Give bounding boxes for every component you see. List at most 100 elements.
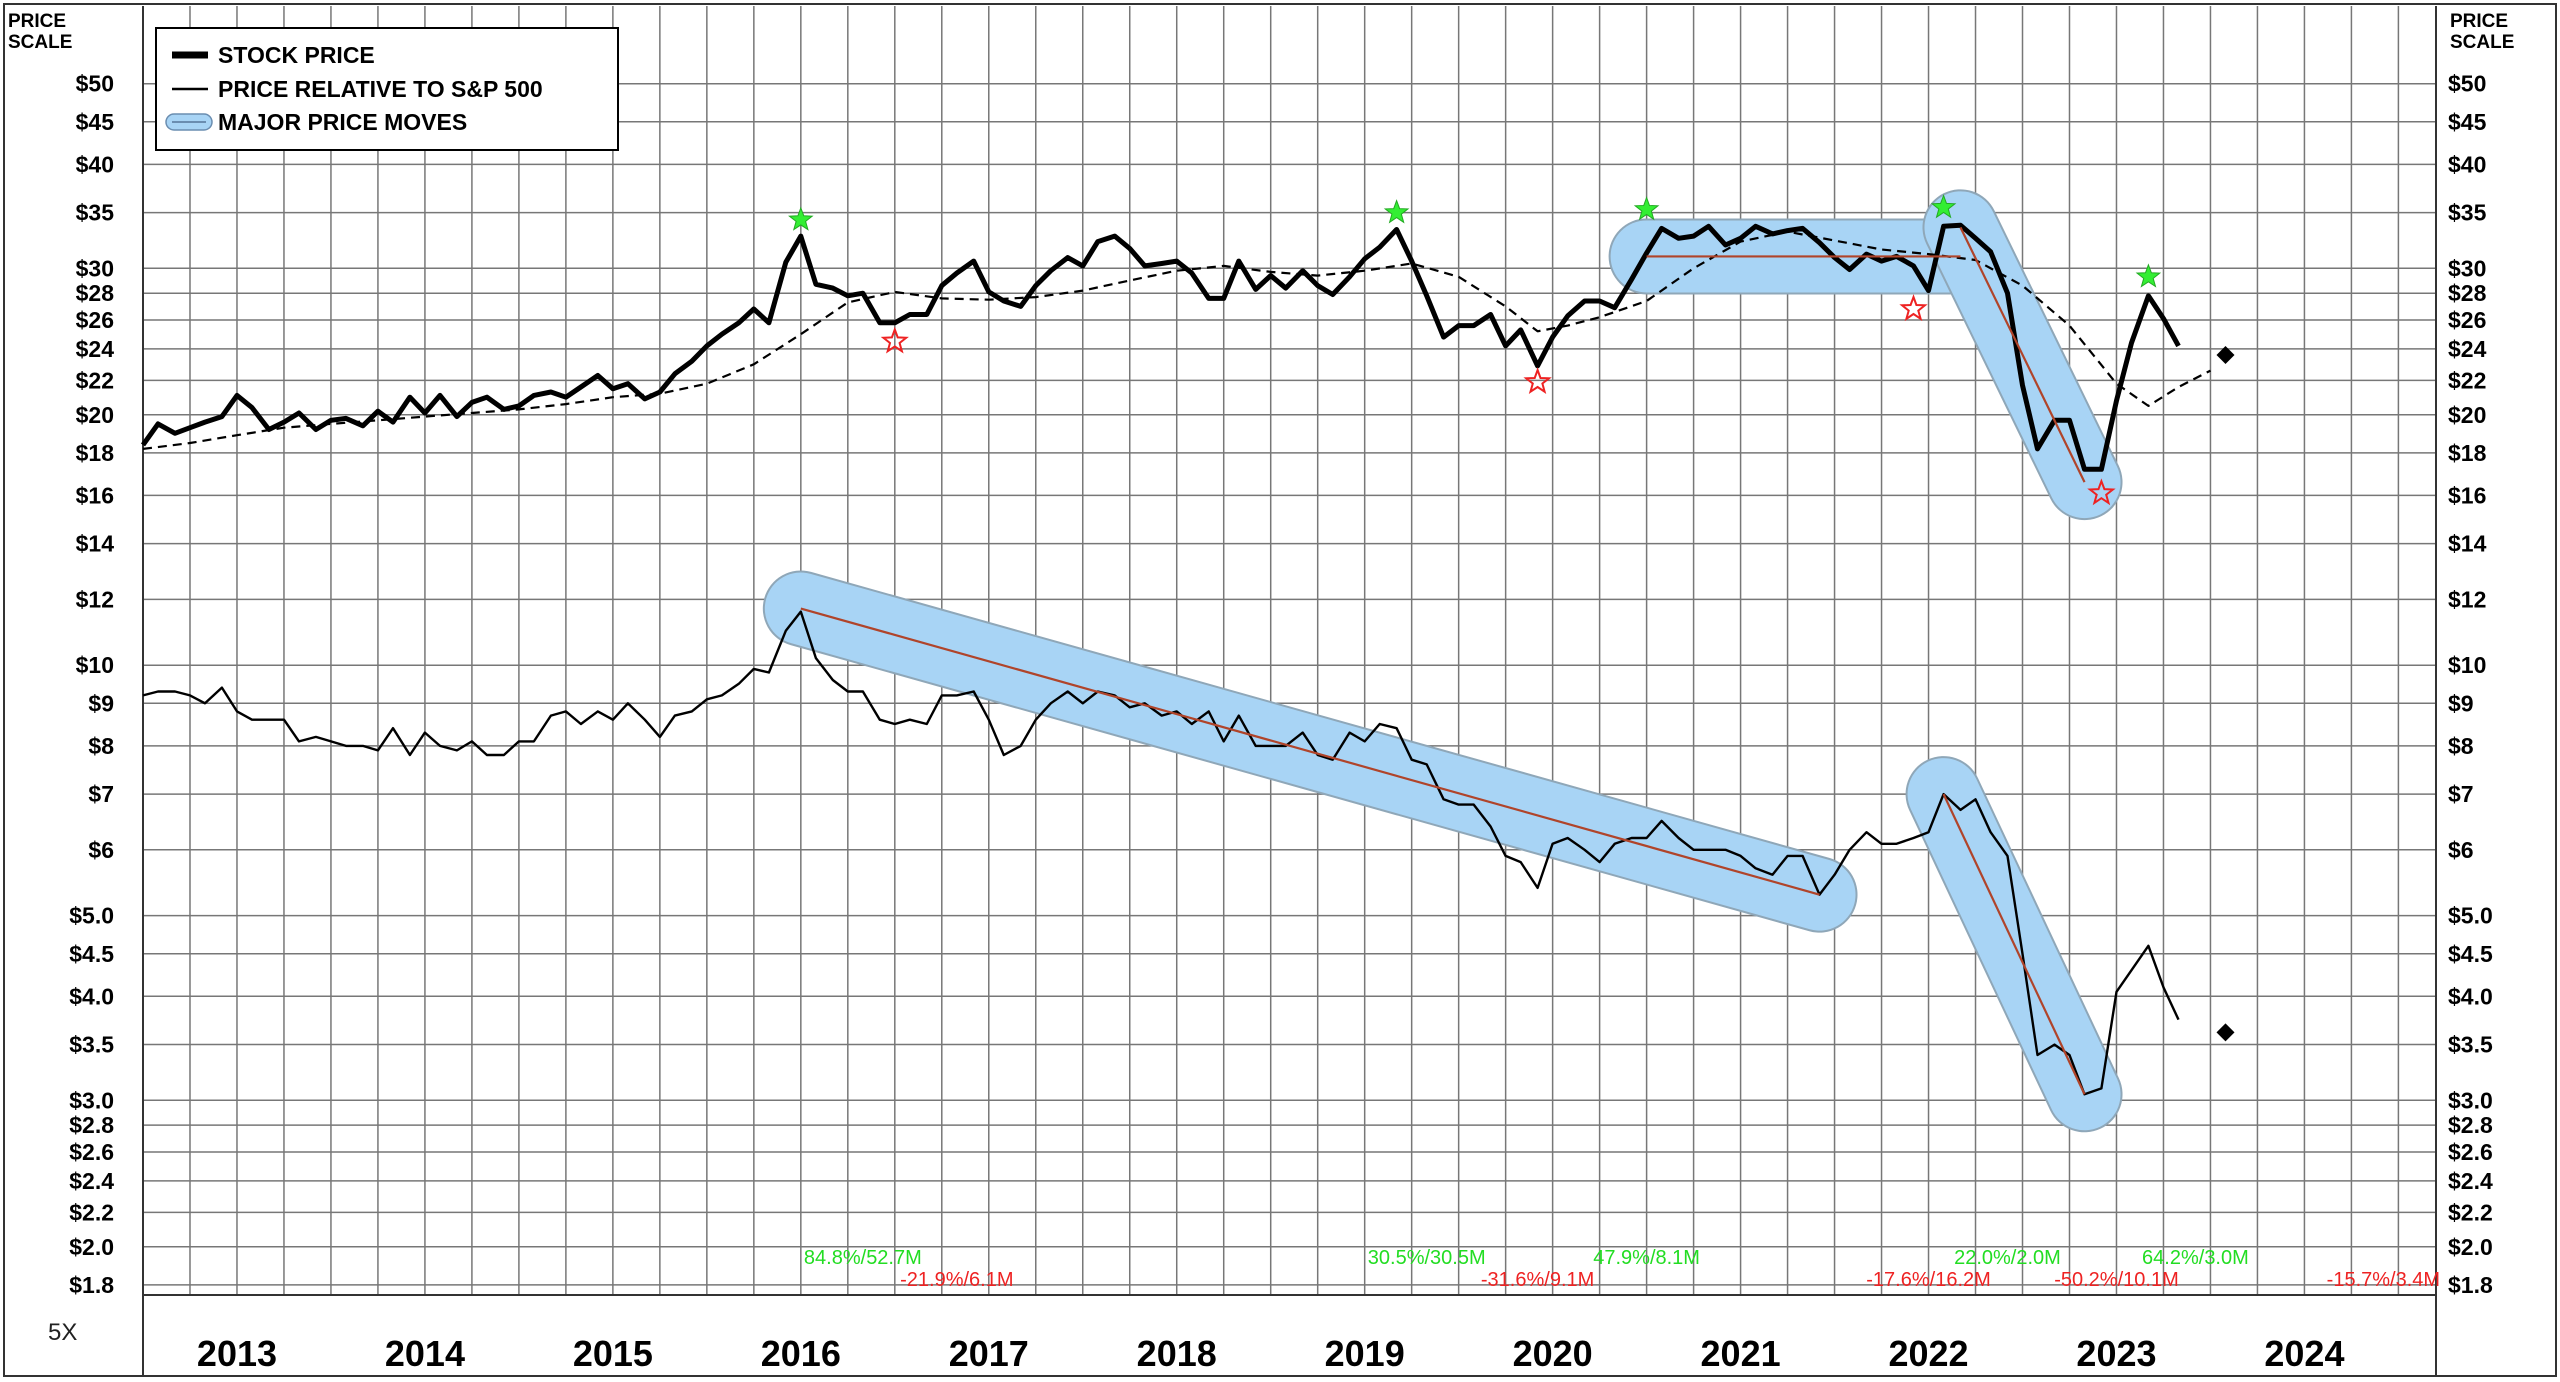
price-tick-label-left: $5.0 bbox=[69, 903, 114, 929]
left-scale-title-line2: SCALE bbox=[8, 32, 72, 53]
price-tick-label-right: $6 bbox=[2448, 837, 2474, 863]
price-tick-label-left: $2.6 bbox=[69, 1139, 114, 1165]
annotation-red: -50.2%/10.1M bbox=[2054, 1269, 2179, 1291]
price-tick-label-right: $35 bbox=[2448, 200, 2487, 226]
price-tick-label-left: $45 bbox=[76, 109, 115, 135]
price-tick-label-right: $12 bbox=[2448, 586, 2486, 612]
series-line-1 bbox=[142, 230, 2212, 450]
legend-relative-label: PRICE RELATIVE TO S&P 500 bbox=[218, 76, 543, 102]
price-tick-label-right: $2.0 bbox=[2448, 1234, 2493, 1260]
price-tick-label-left: $2.4 bbox=[69, 1168, 114, 1194]
last-value-marker bbox=[2216, 345, 2235, 364]
price-tick-label-left: $1.8 bbox=[69, 1272, 114, 1298]
price-tick-label-left: $16 bbox=[76, 482, 114, 508]
major-move-trend-line bbox=[800, 607, 1820, 896]
price-tick-label-left: $20 bbox=[76, 402, 114, 428]
price-tick-label-left: $40 bbox=[76, 151, 114, 177]
annotation-green: 47.9%/8.1M bbox=[1593, 1247, 1700, 1269]
legend-moves-label: MAJOR PRICE MOVES bbox=[218, 109, 467, 135]
move-annotations: 84.8%/52.7M 30.5%/30.5M 47.9%/8.1M 22.0%/2.… bbox=[804, 1247, 2440, 1291]
price-tick-label-right: $5.0 bbox=[2448, 903, 2493, 929]
annotation-red: -31.6%/9.1M bbox=[1481, 1269, 1594, 1291]
year-label: 2014 bbox=[385, 1333, 465, 1374]
price-tick-label-right: $16 bbox=[2448, 482, 2486, 508]
series-line-2 bbox=[142, 610, 2180, 1096]
price-tick-label-right: $30 bbox=[2448, 255, 2486, 281]
annotation-green: 64.2%/3.0M bbox=[2142, 1247, 2249, 1269]
year-label: 2015 bbox=[573, 1333, 653, 1374]
price-tick-label-left: $26 bbox=[76, 307, 114, 333]
zoom-label[interactable]: 5X bbox=[48, 1319, 77, 1346]
price-tick-label-right: $18 bbox=[2448, 440, 2487, 466]
price-tick-label-left: $50 bbox=[76, 71, 114, 97]
price-tick-label-left: $3.0 bbox=[69, 1087, 114, 1113]
green-star-icon bbox=[1633, 196, 1660, 221]
series-line-0 bbox=[140, 222, 2181, 472]
annotation-green: 22.0%/2.0M bbox=[1954, 1247, 2061, 1269]
price-tick-label-right: $14 bbox=[2448, 531, 2487, 557]
last-value-marker bbox=[2216, 1023, 2235, 1042]
price-tick-label-left: $3.5 bbox=[69, 1032, 114, 1058]
right-scale-title-line2: SCALE bbox=[2450, 32, 2514, 53]
annotation-red: -15.7%/3.4M bbox=[2327, 1269, 2440, 1291]
major-move-trend-line bbox=[1942, 793, 2086, 1095]
peak-trough-stars bbox=[788, 194, 2162, 506]
annotation-red: -17.6%/16.2M bbox=[1866, 1269, 1991, 1291]
year-label: 2021 bbox=[1701, 1333, 1781, 1374]
grid bbox=[3, 3, 2557, 1377]
price-tick-label-right: $28 bbox=[2448, 280, 2487, 306]
price-tick-label-right: $4.0 bbox=[2448, 983, 2493, 1009]
price-tick-label-left: $6 bbox=[88, 837, 114, 863]
price-tick-label-right: $10 bbox=[2448, 652, 2486, 678]
price-axes: PRICE SCALE PRICE SCALE $50 $50 $45 $45 $40 $… bbox=[8, 11, 2514, 1298]
green-star-icon bbox=[1930, 194, 1957, 219]
price-tick-label-right: $26 bbox=[2448, 307, 2486, 333]
series-lines bbox=[140, 222, 2235, 1096]
price-tick-label-left: $12 bbox=[76, 586, 114, 612]
price-tick-label-left: $8 bbox=[88, 733, 114, 759]
outer-frame bbox=[3, 3, 2557, 1377]
price-tick-label-right: $3.0 bbox=[2448, 1087, 2493, 1113]
price-tick-label-right: $40 bbox=[2448, 151, 2486, 177]
price-tick-label-right: $8 bbox=[2448, 733, 2474, 759]
price-tick-label-right: $2.6 bbox=[2448, 1139, 2493, 1165]
green-star-icon bbox=[1383, 199, 1410, 224]
year-axis: 2013 2014 2015 2016 2017 2018 2019 2020 2021 2022… bbox=[197, 1333, 2345, 1374]
price-tick-label-right: $24 bbox=[2448, 336, 2487, 362]
price-tick-label-left: $28 bbox=[76, 280, 115, 306]
price-tick-label-right: $1.8 bbox=[2448, 1272, 2493, 1298]
price-tick-label-right: $3.5 bbox=[2448, 1032, 2493, 1058]
red-star-icon bbox=[880, 326, 909, 354]
price-tick-label-left: $9 bbox=[88, 690, 114, 716]
left-scale-title-line1: PRICE bbox=[8, 11, 66, 32]
red-star-icon bbox=[1523, 367, 1552, 395]
price-tick-label-right: $7 bbox=[2448, 781, 2474, 807]
year-label: 2013 bbox=[197, 1333, 277, 1374]
year-label: 2016 bbox=[761, 1333, 841, 1374]
price-tick-label-right: $2.4 bbox=[2448, 1168, 2493, 1194]
price-tick-label-right: $22 bbox=[2448, 367, 2486, 393]
year-label: 2022 bbox=[1888, 1333, 1968, 1374]
price-tick-label-right: $9 bbox=[2448, 690, 2474, 716]
green-star-icon bbox=[788, 206, 814, 231]
price-tick-label-left: $18 bbox=[76, 440, 115, 466]
red-star-icon bbox=[2087, 478, 2116, 506]
annotation-green: 30.5%/30.5M bbox=[1368, 1247, 1486, 1269]
annotation-red: -21.9%/6.1M bbox=[900, 1269, 1013, 1291]
price-tick-label-left: $35 bbox=[76, 200, 115, 226]
annotation-green: 84.8%/52.7M bbox=[804, 1247, 922, 1269]
year-label: 2017 bbox=[949, 1333, 1029, 1374]
price-tick-label-left: $24 bbox=[76, 336, 115, 362]
legend-stock-label: STOCK PRICE bbox=[218, 42, 375, 68]
price-tick-label-left: $22 bbox=[76, 367, 114, 393]
price-tick-label-left: $7 bbox=[88, 781, 114, 807]
price-tick-label-right: $20 bbox=[2448, 402, 2486, 428]
price-tick-label-left: $10 bbox=[76, 652, 114, 678]
year-label: 2023 bbox=[2076, 1333, 2156, 1374]
price-tick-label-left: $14 bbox=[76, 531, 115, 557]
year-label: 2020 bbox=[1513, 1333, 1593, 1374]
price-tick-label-left: $2.0 bbox=[69, 1234, 114, 1260]
legend: STOCK PRICE PRICE RELATIVE TO S&P 500 MA… bbox=[155, 27, 619, 151]
year-label: 2019 bbox=[1325, 1333, 1405, 1374]
